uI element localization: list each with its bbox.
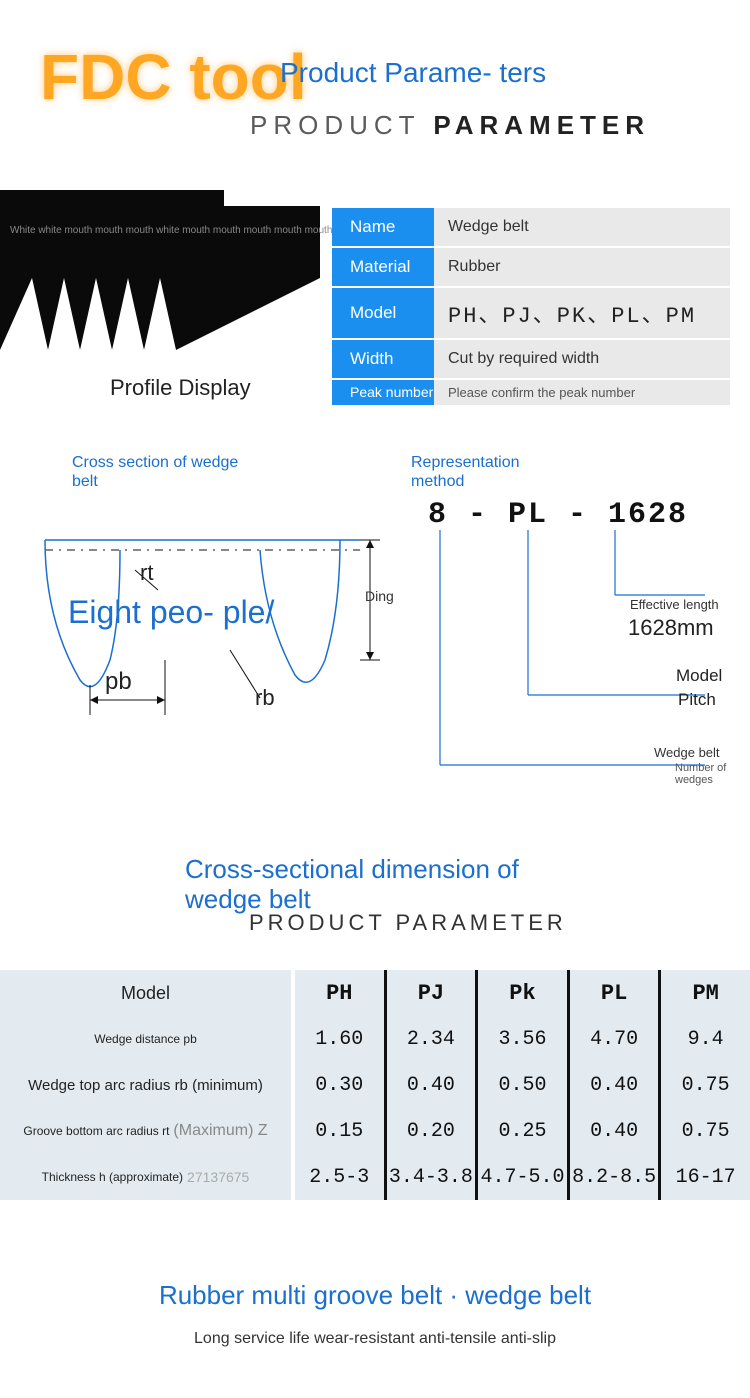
table-header-cell: PL	[570, 970, 662, 1016]
table-header-label: Model	[0, 970, 295, 1016]
table-cell: 0.30	[295, 1062, 387, 1108]
table-cell: 1.60	[295, 1016, 387, 1062]
spec-row: ModelPH、PJ、PK、PL、PM	[332, 288, 730, 338]
table-cell: 2.5-3	[295, 1154, 387, 1200]
table-header-cell: PH	[295, 970, 387, 1016]
brand-logo: FDC tool	[40, 40, 307, 114]
spec-table: NameWedge beltMaterialRubberModelPH、PJ、P…	[332, 208, 730, 407]
spec-key: Material	[332, 248, 434, 286]
spec-key: Peak number	[332, 380, 434, 405]
profile-caption: Profile Display	[110, 375, 251, 401]
repr-effective-length-value: 1628mm	[628, 615, 714, 641]
table-cell: 0.15	[295, 1108, 387, 1154]
spec-value: Please confirm the peak number	[434, 380, 730, 405]
table-header-cell: Pk	[478, 970, 570, 1016]
table-cell: 8.2-8.5	[570, 1154, 662, 1200]
table-header-cell: PJ	[387, 970, 479, 1016]
repr-model-label: Model	[676, 666, 722, 686]
footer-subtitle: Long service life wear-resistant anti-te…	[0, 1330, 750, 1348]
representation-label: Representation method	[411, 453, 561, 491]
table-header-cell: PM	[661, 970, 750, 1016]
table-cell: 0.40	[387, 1062, 479, 1108]
dimension-title: Cross-sectional dimension of wedge belt	[185, 855, 585, 915]
spec-value: Wedge belt	[434, 208, 730, 246]
table-row: Groove bottom arc radius rt (Maximum) Z0…	[0, 1108, 750, 1154]
spec-row: NameWedge belt	[332, 208, 730, 246]
subtitle-bold: PARAMETER	[433, 110, 650, 140]
spec-row: WidthCut by required width	[332, 340, 730, 378]
table-cell: 3.56	[478, 1016, 570, 1062]
belt-profile-image	[0, 190, 320, 350]
repr-wedge-label: Wedge belt	[654, 745, 720, 760]
diagram-pb: pb	[105, 668, 132, 696]
diagram-rb: rb	[255, 685, 275, 711]
spec-key: Model	[332, 288, 434, 338]
diagram-ding: Ding	[365, 588, 394, 604]
table-row: Thickness h (approximate) 271376752.5-33…	[0, 1154, 750, 1200]
table-row-label: Groove bottom arc radius rt (Maximum) Z	[0, 1108, 295, 1154]
spec-value: Cut by required width	[434, 340, 730, 378]
spec-key: Width	[332, 340, 434, 378]
table-cell: 0.50	[478, 1062, 570, 1108]
table-cell: 0.20	[387, 1108, 479, 1154]
table-row-label: Wedge distance pb	[0, 1016, 295, 1062]
repr-effective-length-label: Effective length	[630, 597, 719, 612]
footer-title: Rubber multi groove belt · wedge belt	[0, 1280, 750, 1311]
table-header-row: ModelPHPJPkPLPM	[0, 970, 750, 1016]
representation-code: 8 - PL - 1628	[428, 498, 688, 532]
spec-value: Rubber	[434, 248, 730, 286]
table-row: Wedge top arc radius rb (minimum)0.300.4…	[0, 1062, 750, 1108]
table-row: Wedge distance pb1.602.343.564.709.4	[0, 1016, 750, 1062]
spec-row: MaterialRubber	[332, 248, 730, 286]
table-cell: 4.7-5.0	[478, 1154, 570, 1200]
table-cell: 4.70	[570, 1016, 662, 1062]
spec-row: Peak numberPlease confirm the peak numbe…	[332, 380, 730, 405]
table-cell: 0.75	[661, 1108, 750, 1154]
table-cell: 3.4-3.8	[387, 1154, 479, 1200]
cross-section-label: Cross section of wedge belt	[72, 453, 242, 491]
table-cell: 0.25	[478, 1108, 570, 1154]
spec-key: Name	[332, 208, 434, 246]
repr-wedge-value: Number of wedges	[675, 762, 745, 786]
table-cell: 9.4	[661, 1016, 750, 1062]
belt-overlay-text: White white mouth mouth mouth white mout…	[10, 225, 332, 236]
diagram-rt: rt	[140, 560, 153, 586]
page-title: Product Parame- ters	[280, 58, 546, 89]
dimension-table: ModelPHPJPkPLPMWedge distance pb1.602.34…	[0, 970, 750, 1200]
spec-value: PH、PJ、PK、PL、PM	[434, 288, 730, 338]
dimension-subtitle: PRODUCT PARAMETER	[249, 910, 567, 936]
table-cell: 2.34	[387, 1016, 479, 1062]
table-cell: 0.40	[570, 1062, 662, 1108]
page-subtitle: PRODUCT PARAMETER	[250, 110, 650, 141]
table-row-label: Wedge top arc radius rb (minimum)	[0, 1062, 295, 1108]
table-row-label: Thickness h (approximate) 27137675	[0, 1154, 295, 1200]
subtitle-light: PRODUCT	[250, 110, 433, 140]
diagram-main-text: Eight peo- ple/	[68, 595, 274, 630]
table-cell: 0.75	[661, 1062, 750, 1108]
table-cell: 0.40	[570, 1108, 662, 1154]
repr-model-value: Pitch	[678, 690, 716, 710]
table-cell: 16-17	[661, 1154, 750, 1200]
